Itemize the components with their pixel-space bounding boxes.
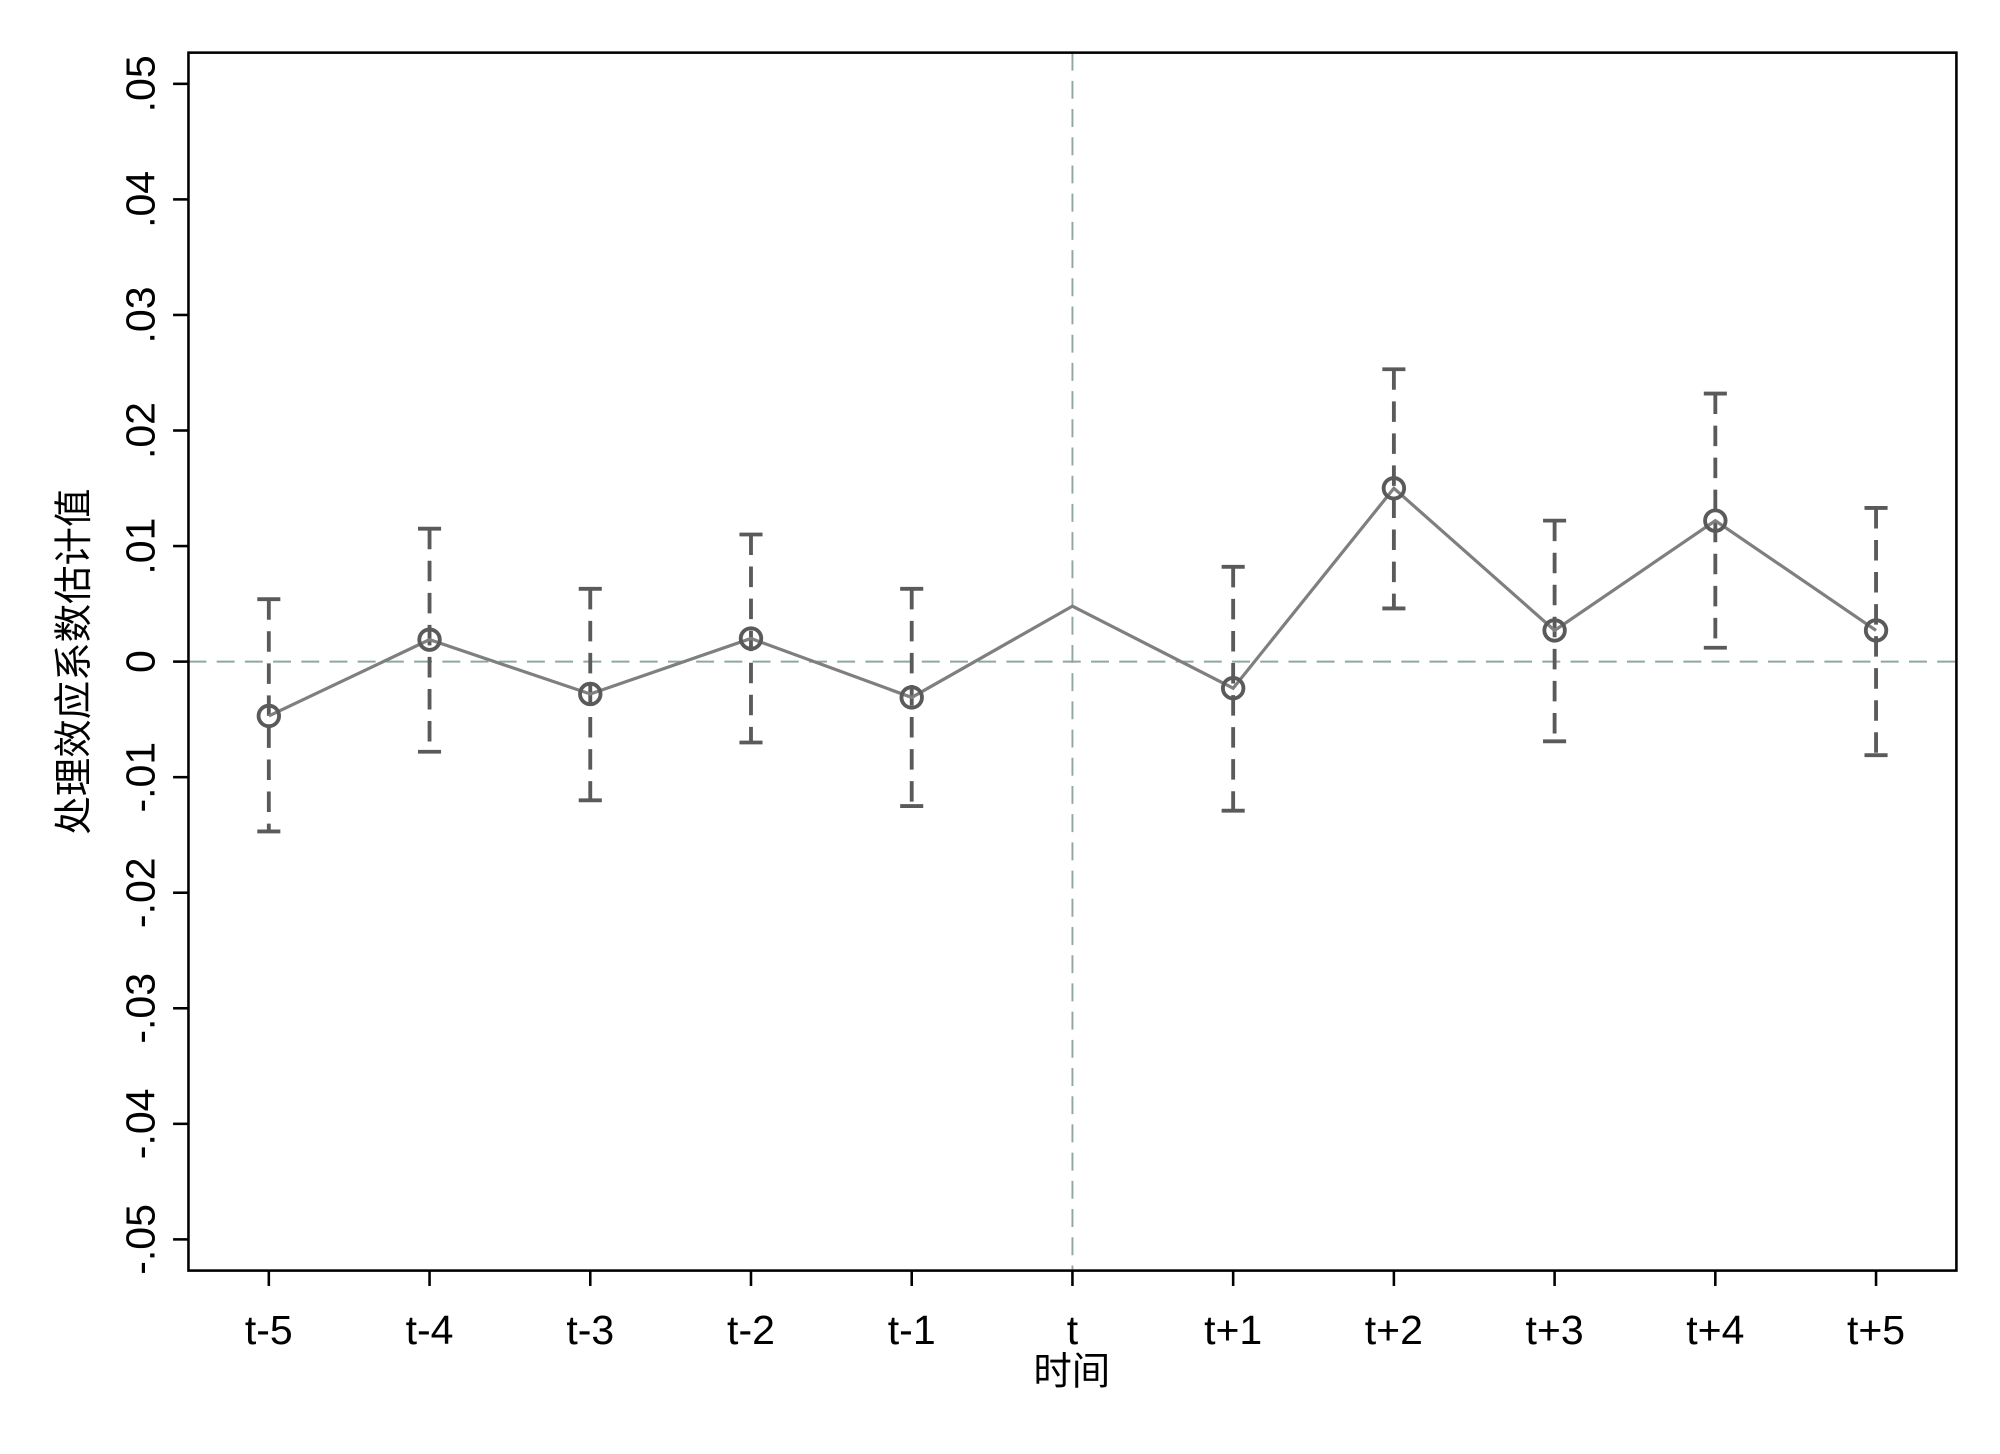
error-bar xyxy=(1864,506,1888,758)
y-tick-label: -.01 xyxy=(117,742,163,813)
point xyxy=(1381,476,1407,501)
line xyxy=(268,485,1877,718)
x-tick-label: t+5 xyxy=(1847,1307,1905,1353)
y-tick-label: .05 xyxy=(117,55,163,112)
x-tick-label: t-2 xyxy=(727,1307,775,1353)
y-tick-label: 0 xyxy=(117,650,163,673)
x-tick-label: t-1 xyxy=(888,1307,936,1353)
point xyxy=(1220,676,1246,701)
point xyxy=(417,627,442,652)
y-tick-label: .03 xyxy=(117,286,163,343)
point xyxy=(256,703,282,729)
point xyxy=(1703,508,1728,533)
x-tick-label: t+4 xyxy=(1686,1307,1744,1353)
y-tick-label: .02 xyxy=(117,402,163,459)
x-tick-label: t-5 xyxy=(245,1307,293,1353)
y-tick-label: .01 xyxy=(117,518,163,575)
y-tick-label: -.05 xyxy=(117,1204,163,1275)
point xyxy=(899,685,924,710)
point xyxy=(1863,618,1889,643)
point xyxy=(738,626,764,651)
error-bar xyxy=(1382,367,1406,611)
x-tick-label: t xyxy=(1067,1307,1079,1353)
x-tick-label: t-3 xyxy=(566,1307,614,1353)
y-axis-title: 处理效应系数估计值 xyxy=(53,489,96,835)
error-bar xyxy=(1703,391,1727,650)
error-bar xyxy=(1221,564,1245,813)
point xyxy=(1542,618,1567,643)
point xyxy=(578,681,603,707)
x-tick-label: t+3 xyxy=(1526,1307,1584,1353)
x-tick-label: t-4 xyxy=(406,1307,454,1353)
y-tick-label: -.04 xyxy=(117,1088,163,1159)
y-tick-label: -.03 xyxy=(117,973,163,1044)
x-tick-label: t+1 xyxy=(1204,1307,1262,1353)
y-tick-label: -.02 xyxy=(117,857,163,928)
x-tick-label: t+2 xyxy=(1365,1307,1423,1353)
x-axis-title: 时间 xyxy=(1033,1351,1110,1394)
y-tick-label: .04 xyxy=(117,171,163,228)
plot-frame xyxy=(187,51,1958,1272)
